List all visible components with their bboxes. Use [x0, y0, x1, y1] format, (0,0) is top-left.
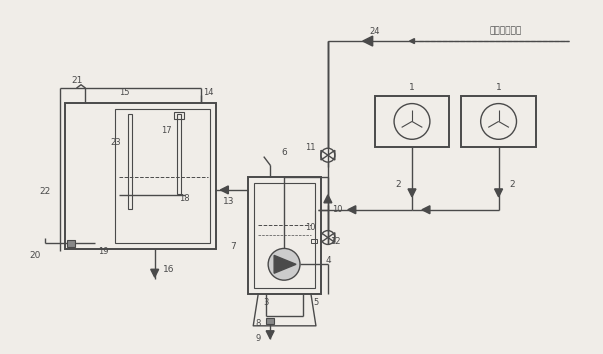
Text: 19: 19 [98, 247, 108, 256]
Text: 5: 5 [314, 297, 318, 307]
Text: 21: 21 [71, 76, 83, 85]
Text: 15: 15 [119, 88, 130, 97]
Text: 14: 14 [203, 88, 213, 97]
Text: 1: 1 [409, 83, 415, 92]
Bar [461, 96, 536, 147]
Text: 22: 22 [40, 187, 51, 196]
Text: 7: 7 [230, 242, 236, 251]
Text: 3: 3 [264, 297, 269, 307]
Text: 13: 13 [223, 197, 234, 206]
Polygon shape [220, 186, 229, 194]
Text: 12: 12 [330, 237, 340, 246]
Text: 4: 4 [326, 256, 332, 265]
Text: 16: 16 [163, 265, 174, 274]
Polygon shape [494, 189, 502, 197]
Bar [65, 103, 216, 250]
Text: 9: 9 [256, 334, 261, 343]
Text: 2: 2 [395, 181, 401, 189]
Bar [174, 112, 183, 119]
Text: 20: 20 [30, 251, 41, 260]
Bar [115, 109, 210, 244]
Bar [248, 177, 321, 294]
Polygon shape [324, 195, 332, 203]
Text: 11: 11 [305, 143, 315, 152]
Bar [67, 240, 75, 247]
Text: 18: 18 [179, 194, 190, 203]
Polygon shape [408, 189, 416, 197]
Bar [374, 96, 449, 147]
Text: 1: 1 [496, 83, 502, 92]
Polygon shape [151, 269, 159, 277]
Text: 23: 23 [110, 138, 121, 147]
Text: 10: 10 [333, 205, 343, 214]
Text: 接生活给水管: 接生活给水管 [489, 27, 522, 36]
Text: 24: 24 [370, 27, 380, 36]
Bar [254, 183, 315, 288]
Circle shape [268, 249, 300, 280]
Text: 6: 6 [281, 148, 287, 157]
Polygon shape [348, 206, 356, 214]
Bar [311, 239, 317, 244]
Text: 8: 8 [256, 319, 261, 329]
Text: 17: 17 [162, 126, 172, 135]
Polygon shape [363, 36, 373, 46]
Text: 2: 2 [510, 181, 516, 189]
Bar [266, 318, 274, 324]
Polygon shape [274, 255, 296, 273]
Text: 10: 10 [305, 223, 315, 232]
Polygon shape [409, 39, 414, 44]
Polygon shape [266, 331, 274, 339]
Bar [128, 114, 132, 209]
Polygon shape [422, 206, 430, 214]
Bar [177, 114, 180, 194]
